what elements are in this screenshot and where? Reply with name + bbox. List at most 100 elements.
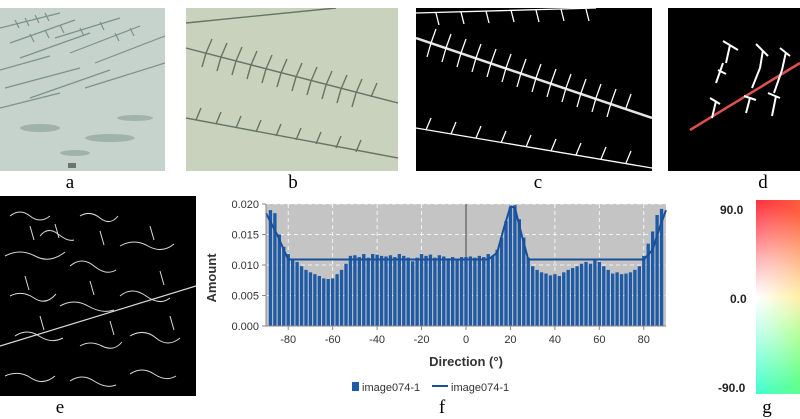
histogram-bar	[428, 254, 433, 326]
histogram-bar	[415, 257, 419, 326]
histogram-bar	[659, 208, 664, 326]
histogram-bar	[464, 257, 468, 326]
histogram-bar	[539, 272, 544, 326]
histogram-bar	[473, 257, 477, 326]
y-tick-label: 0.020	[231, 199, 259, 211]
histogram-bar	[331, 278, 335, 326]
histogram-bar	[562, 272, 566, 326]
panel-label-b: b	[288, 172, 298, 193]
plot-area: -80 -60 -40 -20 0 20 40 60 80 0.000 0.005 0.010 0.01…	[231, 199, 667, 346]
histogram-bar	[468, 256, 473, 326]
x-tick-label: 60	[593, 334, 605, 346]
histogram-bar	[495, 249, 499, 326]
binary-image-c	[416, 8, 652, 171]
panel-label-e: e	[55, 397, 65, 418]
histogram-bar	[504, 221, 508, 326]
histogram-bar	[579, 263, 584, 326]
x-tick-label: 20	[504, 334, 516, 346]
histogram-bar	[526, 257, 530, 326]
histogram-bar	[642, 255, 646, 326]
panel-label-f: f	[438, 397, 446, 418]
histogram-bar	[513, 205, 517, 326]
histogram-bar	[593, 260, 597, 326]
histogram-bar	[606, 269, 610, 326]
histogram-bar	[437, 255, 441, 326]
histogram-bar	[313, 274, 317, 326]
x-tick-label: -60	[325, 334, 341, 346]
y-axis-title: Amount	[204, 253, 219, 303]
y-tick-label: 0.005	[231, 291, 259, 303]
histogram-bar	[491, 255, 495, 326]
histogram-bar	[544, 273, 548, 326]
histogram-bar	[575, 266, 579, 326]
y-tick-label: 0.010	[231, 260, 259, 272]
histogram-bar	[371, 254, 375, 326]
histogram-bar	[602, 266, 606, 326]
histogram-bar	[388, 255, 393, 326]
wheel-label-middle: 0.0	[730, 292, 747, 306]
legend-line-label: image074-1	[451, 382, 509, 394]
histogram-bar	[291, 258, 295, 326]
histogram-bar	[646, 243, 650, 326]
histogram-bar	[566, 269, 570, 326]
histogram-bar	[522, 237, 526, 326]
histogram-bar	[611, 273, 615, 326]
histogram-bar	[597, 261, 601, 326]
histogram-bar	[535, 269, 539, 326]
histogram-bar	[459, 257, 464, 326]
histogram-bar	[282, 246, 286, 326]
fit-line	[265, 205, 667, 261]
x-axis-title: Direction (°)	[429, 354, 503, 369]
legend-bar-swatch	[352, 382, 359, 391]
histogram-bar	[344, 263, 348, 326]
histogram-bar	[339, 269, 344, 326]
x-tick-label: 80	[638, 334, 650, 346]
histogram-bar	[406, 257, 410, 326]
histogram-bar	[584, 261, 588, 326]
histogram-bar	[628, 272, 633, 326]
panel-label-a: a	[65, 172, 75, 193]
histogram-bar	[326, 279, 330, 326]
histogram-bar	[362, 254, 366, 326]
histogram-bar	[308, 272, 313, 326]
color-wheel-g	[756, 200, 800, 394]
histogram-bar	[553, 274, 557, 326]
histogram-bar	[317, 275, 321, 326]
micrograph-b	[186, 8, 398, 171]
histogram-bar	[651, 231, 655, 326]
histogram-bar	[273, 213, 277, 326]
histogram-bar	[655, 214, 659, 326]
histogram-bar	[295, 261, 299, 326]
x-tick-label: -80	[280, 334, 296, 346]
histogram-bar	[588, 263, 593, 326]
micrograph-a	[0, 8, 165, 171]
histogram-bar	[419, 254, 424, 326]
panel-label-c: c	[533, 172, 543, 193]
x-tick-label: -40	[369, 334, 385, 346]
histogram-bar	[557, 275, 561, 326]
histogram-bar	[486, 254, 490, 326]
histogram-bar	[637, 266, 641, 326]
histogram-bar	[477, 255, 481, 326]
histogram-bar	[348, 255, 353, 326]
histogram-bar	[633, 269, 637, 326]
direction-histogram-chart: -80 -60 -40 -20 0 20 40 60 80 0.000 0.005 0.010 0.01…	[200, 196, 680, 400]
x-tick-label: 0	[463, 334, 469, 346]
histogram-bar	[357, 257, 361, 326]
chart-svg: -80 -60 -40 -20 0 20 40 60 80 0.000 0.005 0.010 0.01…	[204, 199, 667, 394]
histogram-bar	[397, 254, 401, 326]
legend: image074-1 image074-1	[352, 382, 509, 394]
histogram-bar	[517, 219, 521, 326]
histogram-bar	[433, 257, 437, 326]
histogram-bar	[268, 210, 273, 326]
histogram-bar	[482, 257, 486, 326]
y-tick-label: 0.000	[231, 321, 259, 333]
legend-bar-label: image074-1	[362, 382, 420, 394]
y-tick-label: 0.015	[231, 230, 259, 242]
panel-label-d: d	[758, 172, 768, 193]
histogram-bar	[411, 261, 415, 326]
x-tick-label: -20	[414, 334, 430, 346]
histogram-bar	[402, 255, 406, 326]
histogram-bar	[353, 255, 357, 326]
histogram-bar	[379, 255, 384, 326]
